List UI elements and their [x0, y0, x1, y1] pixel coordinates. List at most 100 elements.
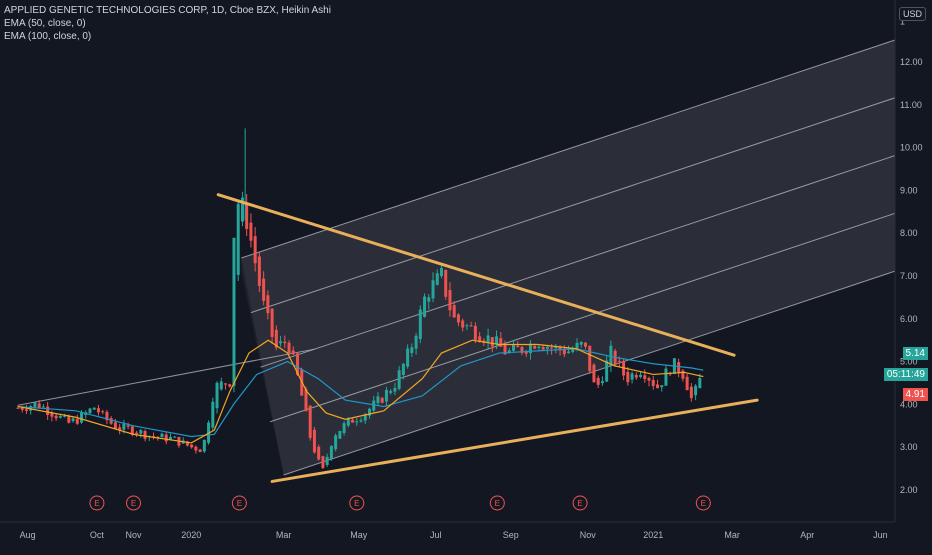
candle-body [414, 335, 418, 349]
candle-body [418, 309, 422, 340]
earnings-marker-label: E [94, 499, 99, 508]
candle-body [41, 406, 45, 408]
candle-body [342, 423, 346, 433]
trendline-upper[interactable] [216, 193, 736, 357]
earnings-marker[interactable] [231, 495, 247, 511]
y-tick-label: 8.00 [900, 228, 918, 238]
candle-body [452, 305, 456, 318]
candle-body [270, 308, 274, 337]
candle-body [92, 407, 96, 410]
price-axis[interactable] [895, 0, 932, 550]
candle-body [355, 421, 359, 423]
last-price-tag: 5.14 [902, 347, 928, 360]
candle-body [465, 325, 469, 327]
ema50-line [17, 339, 704, 444]
low-price-tag: 4.91 [902, 388, 928, 401]
candle-body [592, 364, 596, 383]
x-tick-label: 2021 [643, 530, 663, 540]
candle-body [511, 344, 515, 351]
earnings-marker-label: E [354, 499, 359, 508]
candle-body [478, 336, 482, 342]
candle-body [16, 407, 20, 409]
candle-body [444, 269, 448, 297]
candle-body [122, 423, 126, 430]
candle-body [296, 353, 300, 375]
x-tick-label: Jun [873, 530, 888, 540]
earnings-marker-label: E [701, 499, 706, 508]
candle-body [33, 402, 37, 408]
earnings-marker[interactable] [126, 495, 141, 511]
candle-body [71, 418, 75, 422]
earnings-marker[interactable] [349, 495, 365, 511]
candle-body [118, 427, 122, 431]
x-tick-label: Nov [125, 530, 142, 540]
candle-body [677, 362, 681, 374]
candle-body [80, 412, 84, 423]
candle-body [528, 343, 532, 354]
currency-button[interactable]: USD [898, 7, 926, 21]
candle-body [380, 398, 384, 403]
candle-body [575, 342, 579, 350]
candle-body [50, 412, 54, 417]
channel-line [260, 154, 896, 368]
candle-body [372, 400, 376, 411]
x-tick-label: Jul [430, 530, 442, 540]
candle-body [245, 203, 249, 229]
candle-body [219, 381, 223, 390]
candle-body [643, 375, 647, 379]
candle-body [384, 389, 388, 402]
candle-body [567, 351, 571, 353]
candle-body [46, 406, 50, 416]
candle-body [240, 197, 244, 222]
candle-body [325, 456, 329, 465]
earnings-marker-label: E [131, 499, 136, 508]
candle-body [579, 341, 583, 345]
candle-body [681, 370, 685, 379]
candle-body [647, 378, 651, 381]
candle-body [266, 295, 270, 314]
candle-body [541, 347, 545, 350]
x-tick-label: Nov [580, 530, 597, 540]
candle-body [698, 377, 702, 389]
candle-body [639, 374, 643, 377]
candle-body [160, 433, 164, 438]
earnings-marker[interactable] [489, 495, 505, 511]
candle-body [249, 222, 253, 241]
candle-body [279, 341, 283, 344]
candle-body [368, 408, 372, 416]
candle-body [427, 297, 431, 302]
time-axis[interactable] [0, 522, 932, 550]
earnings-marker[interactable] [572, 495, 588, 511]
y-tick-label: 7.00 [900, 271, 918, 281]
earnings-marker-label: E [577, 499, 582, 508]
candle-body [473, 325, 477, 340]
candle-body [533, 346, 537, 349]
y-tick-label: 9.00 [900, 185, 918, 195]
candle-body [211, 401, 215, 428]
candle-body [406, 348, 410, 367]
earnings-marker[interactable] [89, 495, 105, 511]
candle-body [694, 385, 698, 396]
candle-body [448, 290, 452, 311]
candle-body [101, 411, 105, 413]
trendline-lower[interactable] [270, 398, 759, 483]
candle-body [287, 342, 291, 354]
earnings-marker[interactable] [695, 495, 711, 511]
candle-body [109, 418, 113, 424]
candle-body [228, 384, 232, 387]
y-tick-label: 10.00 [900, 143, 923, 153]
candle-body [24, 409, 28, 411]
candle-body [20, 407, 24, 410]
candle-body [440, 267, 443, 277]
candle-body [503, 344, 507, 355]
candle-body [164, 434, 168, 442]
candle-body [655, 384, 659, 389]
candle-body [202, 439, 206, 452]
candle-body [185, 441, 189, 446]
candle-body [304, 389, 308, 412]
candle-body [346, 417, 350, 426]
y-tick-label: 6.00 [900, 314, 918, 324]
candle-body [664, 368, 668, 386]
